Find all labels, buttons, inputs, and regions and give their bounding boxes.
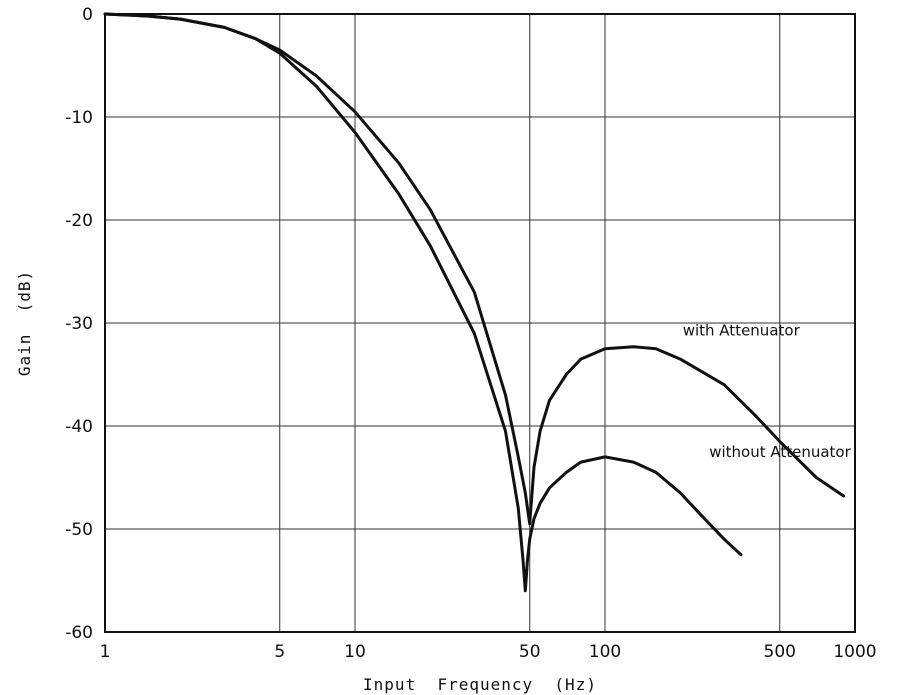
y-tick-label: -20	[65, 211, 93, 231]
curve-layer	[103, 12, 846, 593]
series-label: without Attenuator	[709, 443, 851, 461]
plot-frame	[104, 13, 856, 633]
x-tick-label: 1000	[833, 642, 876, 662]
x-tick-label: 5	[274, 642, 285, 662]
y-tick-label: -50	[65, 520, 93, 540]
series-line	[103, 12, 846, 526]
x-tick-label: 100	[589, 642, 621, 662]
x-axis-title: Input Frequency (Hz)	[363, 675, 597, 694]
series-line	[103, 12, 743, 593]
x-tick-label: 50	[519, 642, 541, 662]
series-label-layer: with Attenuator without Attenuator	[683, 321, 852, 461]
y-tick-label: -40	[65, 417, 93, 437]
y-tick-label: 0	[82, 5, 93, 25]
y-tick-label: -60	[65, 623, 93, 643]
x-tick-label: 500	[764, 642, 796, 662]
tick-label-layer: 1 5 10 50 100 500 1000 0 -10 -20 -30 -40 -50 -60	[65, 5, 876, 662]
y-axis-title: Gain (dB)	[15, 270, 34, 376]
x-tick-label: 1	[100, 642, 111, 662]
series-label: with Attenuator	[683, 321, 801, 339]
y-tick-label: -10	[65, 108, 93, 128]
y-tick-label: -30	[65, 314, 93, 334]
x-tick-label: 10	[344, 642, 366, 662]
